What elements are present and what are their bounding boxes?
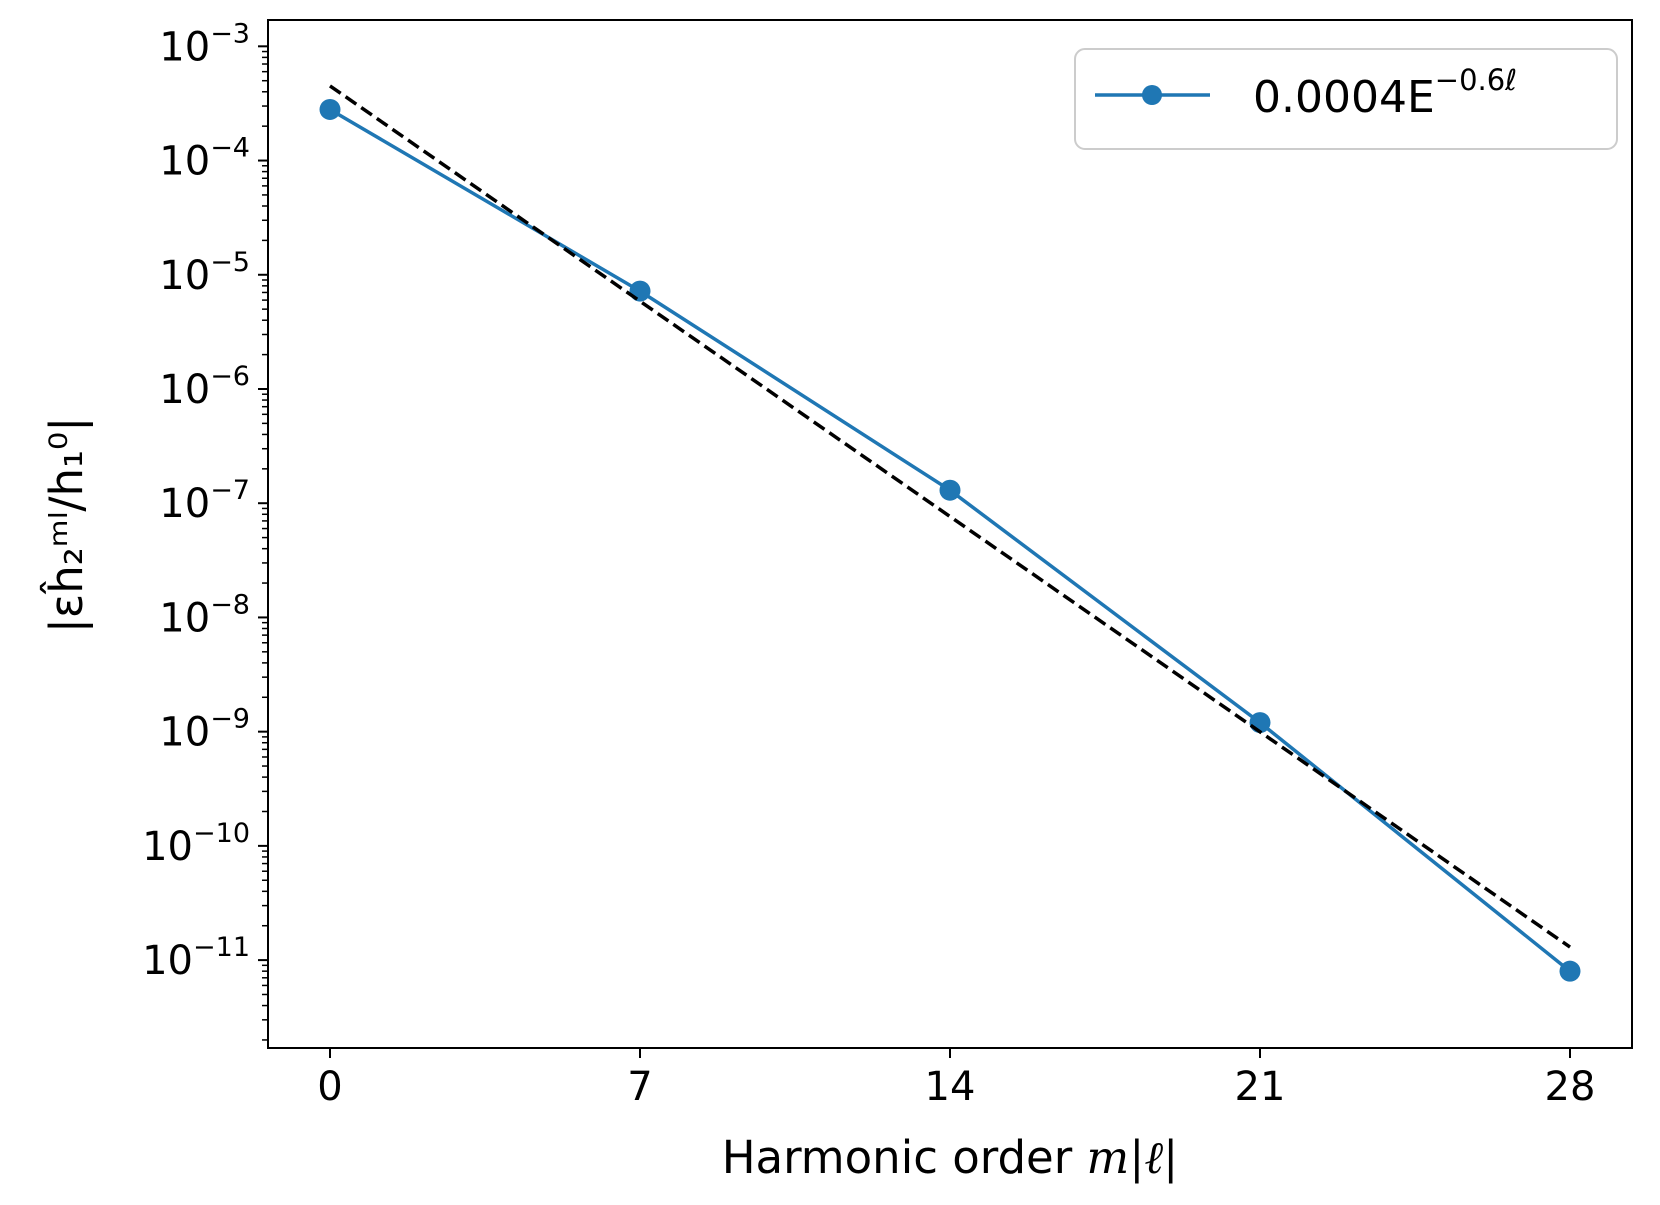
y-tick-label-base: 10 — [159, 24, 210, 70]
legend-label: 0.0004E−0.6ℓ — [1253, 63, 1517, 123]
legend-label-exponent: −0.6ℓ — [1435, 63, 1517, 97]
legend-marker-sample — [1142, 85, 1162, 105]
y-tick-label-exponent: −4 — [210, 133, 250, 164]
y-tick-label-exponent: −9 — [210, 704, 250, 735]
y-tick-label-exponent: −3 — [210, 18, 250, 49]
data-point — [319, 98, 341, 120]
legend-label-base: 0.0004E — [1253, 72, 1435, 123]
x-tick-label: 0 — [317, 1064, 342, 1110]
fit-line-dashed — [329, 84, 1571, 949]
x-axis-title-text: Harmonic order — [722, 1131, 1087, 1184]
y-tick-label-base: 10 — [159, 139, 210, 185]
x-tick-label: 28 — [1545, 1064, 1596, 1110]
y-tick-label-exponent: −10 — [193, 818, 250, 849]
x-axis-title-math: m|ℓ| — [1087, 1131, 1179, 1184]
y-tick-label-base: 10 — [159, 481, 210, 527]
y-tick-label: 10−9 — [159, 704, 250, 756]
y-tick-label-base: 10 — [159, 367, 210, 413]
data-point — [1559, 960, 1581, 982]
y-tick-label: 10−11 — [142, 932, 250, 984]
x-tick-label: 21 — [1235, 1064, 1286, 1110]
y-tick-label-exponent: −8 — [210, 589, 250, 620]
y-tick-label-base: 10 — [159, 710, 210, 756]
y-tick-label: 10−3 — [159, 18, 250, 70]
legend: 0.0004E−0.6ℓ — [1074, 48, 1618, 150]
y-tick-label-base: 10 — [159, 595, 210, 641]
x-tick-label: 14 — [925, 1064, 976, 1110]
y-tick-label: 10−4 — [159, 133, 250, 185]
y-tick-label: 10−10 — [142, 818, 250, 870]
y-tick-label-exponent: −5 — [210, 247, 250, 278]
y-tick-label-base: 10 — [142, 824, 193, 870]
legend-box — [1074, 48, 1618, 150]
y-tick-label: 10−6 — [159, 361, 250, 413]
x-tick-label: 7 — [627, 1064, 652, 1110]
y-tick-label-exponent: −11 — [193, 932, 250, 963]
plot-frame — [267, 19, 1633, 1049]
y-tick-label: 10−7 — [159, 475, 250, 527]
data-point — [629, 280, 651, 302]
y-tick-label-exponent: −6 — [210, 361, 250, 392]
y-tick-label-exponent: −7 — [210, 475, 250, 506]
data-point — [939, 479, 961, 501]
x-axis-title: Harmonic order m|ℓ| — [722, 1131, 1179, 1184]
y-tick-label: 10−8 — [159, 589, 250, 641]
y-axis-title: |εĥ₂ᵐˡ/h₁⁰| — [40, 417, 93, 633]
y-tick-label-base: 10 — [142, 938, 193, 984]
y-tick-label: 10−5 — [159, 247, 250, 299]
plot-area — [319, 84, 1581, 982]
y-tick-label-base: 10 — [159, 253, 210, 299]
